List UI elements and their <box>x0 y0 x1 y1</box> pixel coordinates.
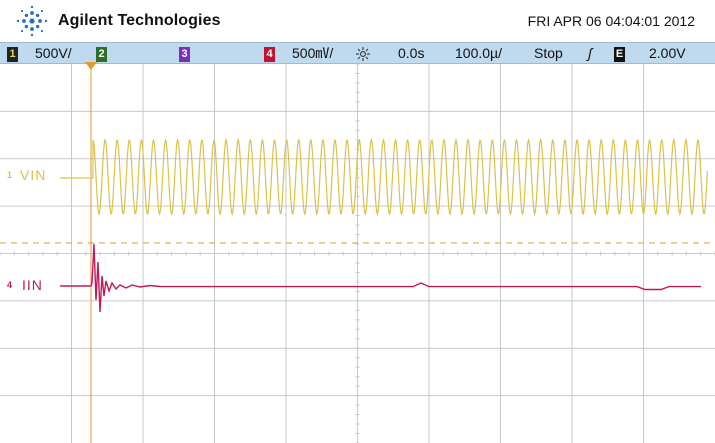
channel-4-indicator[interactable]: 4 <box>264 45 275 62</box>
channel-1-indicator[interactable]: 1 <box>7 45 18 62</box>
external-trigger-badge: E <box>614 46 625 62</box>
channel-3-indicator[interactable]: 3 <box>179 45 190 62</box>
channel-4-waveform <box>60 243 701 313</box>
waveform-traces <box>0 64 715 443</box>
trigger-level[interactable]: 2.00V <box>649 45 686 61</box>
external-trigger-indicator[interactable]: E <box>614 45 625 62</box>
brand-name: Agilent Technologies <box>58 12 221 29</box>
header-bar: Agilent Technologies FRI APR 06 04:04:01… <box>0 0 715 42</box>
status-bar: 1 500V/ 2 3 4 500㎷/ 0.0s 100.0µ/ <box>0 42 715 64</box>
channel-4-ground-marker[interactable]: 4 <box>7 280 13 290</box>
acquisition-sun-icon[interactable] <box>355 46 371 66</box>
waveform-display <box>0 64 715 443</box>
channel-4-badge: 4 <box>264 46 275 62</box>
channel-3-badge: 3 <box>179 46 190 62</box>
channel-2-badge: 2 <box>96 46 107 62</box>
datetime-readout: FRI APR 06 04:04:01 2012 <box>527 13 695 29</box>
agilent-spark-logo-icon <box>16 5 48 37</box>
graticule-grid <box>0 64 715 443</box>
time-reference[interactable]: 0.0s <box>398 45 425 61</box>
channel-2-indicator[interactable]: 2 <box>96 45 107 62</box>
run-state[interactable]: Stop <box>534 45 563 61</box>
channel-1-ground-marker[interactable]: 1 <box>7 170 13 180</box>
channel-1-badge: 1 <box>7 46 18 62</box>
trigger-position-marker-icon[interactable] <box>84 62 98 72</box>
channel-1-trace-label: VIN <box>20 167 47 183</box>
trigger-edge-icon[interactable]: ʃ <box>588 45 593 61</box>
time-scale[interactable]: 100.0µ/ <box>455 45 502 61</box>
channel-4-trace-label: IIN <box>22 277 43 293</box>
channel-1-waveform <box>60 138 708 216</box>
channel-1-scale[interactable]: 500V/ <box>35 45 72 61</box>
channel-4-scale[interactable]: 500㎷/ <box>292 45 334 61</box>
